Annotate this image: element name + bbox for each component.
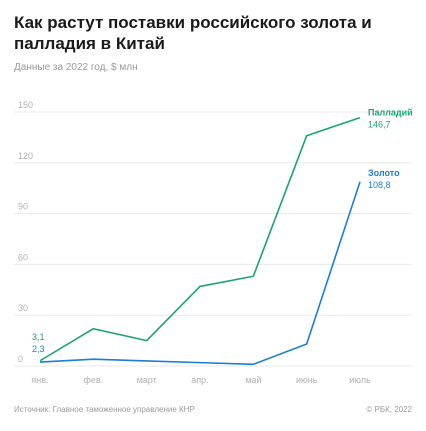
y-tick-label: 0 (18, 354, 23, 364)
series-line-gold (39, 181, 361, 366)
series-end-value-label: 108,8 (368, 180, 391, 190)
series-name-label: Золото (368, 168, 400, 178)
start-value-label: 2,3 (32, 344, 45, 354)
y-tick-label: 150 (18, 100, 33, 110)
chart-subtitle: Данные за 2022 год, $ млн (14, 62, 138, 73)
source-note: Источник: Главное таможенное управление … (14, 405, 195, 414)
chart-title: Как растут поставки российского золота и… (14, 13, 372, 53)
y-tick-label: 30 (18, 303, 28, 313)
x-tick-label: янв. (31, 375, 48, 385)
x-tick-label: июль (349, 375, 371, 385)
y-tick-label: 60 (18, 252, 28, 262)
x-tick-label: март (137, 375, 157, 385)
x-tick-label: фев. (83, 375, 103, 385)
start-value-label: 3,1 (32, 332, 45, 342)
series-line-palladium (39, 116, 361, 362)
y-tick-label: 120 (18, 151, 33, 161)
series-name-label: Палладий (368, 108, 413, 118)
x-tick-label: май (245, 375, 261, 385)
y-tick-label: 90 (18, 202, 28, 212)
series-end-value-label: 146,7 (368, 120, 391, 130)
x-tick-label: июнь (296, 375, 318, 385)
x-tick-label: апр. (191, 375, 208, 385)
copyright: © РБК, 2022 (366, 405, 412, 414)
